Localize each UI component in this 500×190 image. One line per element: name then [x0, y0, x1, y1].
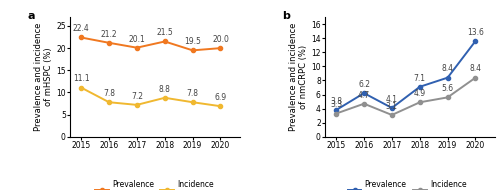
Text: 20.1: 20.1 [128, 35, 146, 44]
Text: 3.3: 3.3 [330, 100, 342, 109]
Text: 8.8: 8.8 [159, 85, 170, 94]
Y-axis label: Prevalence and incidence
of nmCRPC (%): Prevalence and incidence of nmCRPC (%) [289, 23, 308, 131]
Text: a: a [28, 11, 35, 21]
Text: 4.1: 4.1 [386, 95, 398, 104]
Text: 8.4: 8.4 [470, 64, 482, 74]
Text: 7.8: 7.8 [103, 89, 115, 98]
Text: 11.1: 11.1 [73, 74, 90, 83]
Legend: Prevalence
of nmCRPC, Incidence
of nmCRPC: Prevalence of nmCRPC, Incidence of nmCRP… [344, 177, 476, 190]
Y-axis label: Prevalence and incidence
of mHSPC (%): Prevalence and incidence of mHSPC (%) [34, 23, 54, 131]
Text: 6.2: 6.2 [358, 80, 370, 89]
Text: 19.5: 19.5 [184, 37, 201, 46]
Text: 7.1: 7.1 [414, 74, 426, 83]
Text: 21.2: 21.2 [100, 30, 117, 39]
Text: b: b [282, 11, 290, 21]
Text: 13.6: 13.6 [467, 28, 484, 37]
Text: 7.2: 7.2 [131, 92, 143, 101]
Text: 3.1: 3.1 [386, 102, 398, 111]
Text: 20.0: 20.0 [212, 35, 229, 44]
Text: 21.5: 21.5 [156, 28, 173, 37]
Text: 22.4: 22.4 [73, 24, 90, 33]
Text: 6.9: 6.9 [214, 93, 226, 102]
Text: 8.4: 8.4 [442, 64, 454, 74]
Text: 4.9: 4.9 [414, 89, 426, 98]
Text: 7.8: 7.8 [186, 89, 198, 98]
Text: 5.6: 5.6 [442, 84, 454, 93]
Text: 3.8: 3.8 [330, 97, 342, 106]
Legend: Prevalence
of mHSPC, Incidence
of mHSPC: Prevalence of mHSPC, Incidence of mHSPC [92, 177, 218, 190]
Text: 4.7: 4.7 [358, 91, 370, 100]
